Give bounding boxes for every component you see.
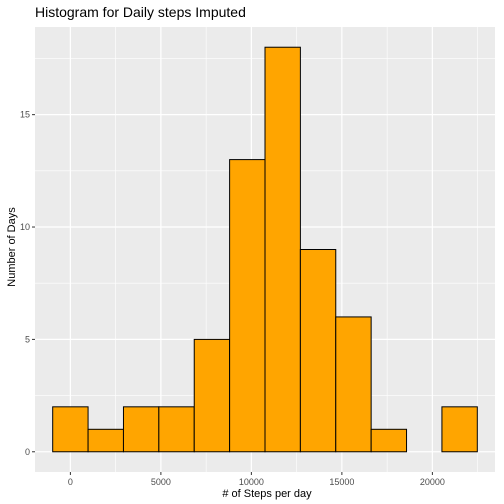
histogram-bar	[87, 428, 124, 453]
x-axis-title: # of Steps per day	[222, 488, 312, 500]
y-tick-label: 10	[20, 222, 30, 232]
histogram-bar	[299, 249, 337, 453]
x-tick-label: 5000	[151, 477, 171, 487]
y-tick-label: 0	[25, 447, 30, 457]
histogram-bar	[158, 406, 195, 453]
y-tick-label: 15	[20, 110, 30, 120]
histogram-bar	[193, 338, 231, 453]
x-tick-label: 15000	[329, 477, 354, 487]
histogram-bar	[335, 316, 372, 453]
histogram-bar	[52, 406, 89, 453]
x-tick-label: 10000	[239, 477, 264, 487]
histogram-bar	[264, 46, 301, 453]
y-tick-label: 5	[25, 334, 30, 344]
tick-labels: 0 5000 10000 15000 20000 0 5 10 15	[20, 110, 445, 487]
y-axis-title: Number of Days	[6, 207, 18, 287]
bars	[52, 46, 478, 453]
histogram-bar	[370, 428, 408, 453]
chart-title: Histogram for Daily steps Imputed	[35, 4, 246, 20]
histogram-bar	[229, 159, 266, 453]
histogram-bar	[441, 406, 478, 453]
axis-ticks	[32, 114, 433, 475]
x-tick-label: 20000	[420, 477, 445, 487]
histogram-bar	[122, 406, 160, 453]
x-tick-label: 0	[68, 477, 73, 487]
